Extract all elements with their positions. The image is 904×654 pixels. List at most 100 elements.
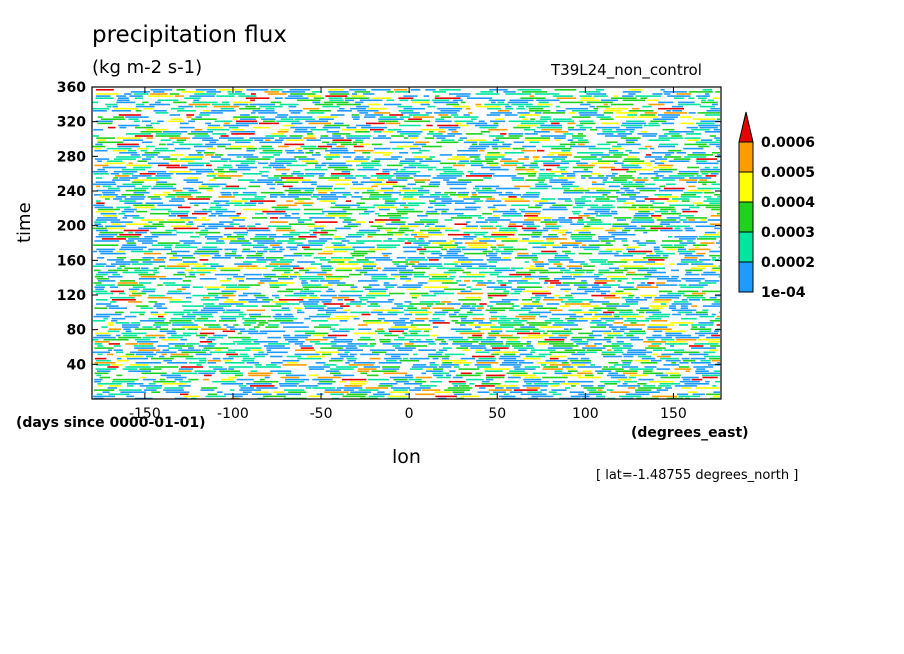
precip-streak [96, 299, 108, 301]
precip-streak [335, 269, 352, 272]
precip-streak [224, 359, 232, 362]
precip-streak [141, 372, 167, 375]
precip-streak [477, 366, 492, 368]
precip-streak [179, 126, 195, 129]
precip-streak [583, 225, 591, 228]
precip-streak [221, 194, 232, 196]
precip-streak [625, 139, 638, 141]
precip-streak [297, 357, 322, 360]
precip-streak [645, 240, 656, 242]
precip-streak [493, 175, 517, 177]
precip-streak [645, 263, 665, 265]
precip-streak [181, 91, 204, 93]
precip-streak [662, 177, 685, 179]
precip-streak [501, 158, 512, 160]
precip-streak [535, 299, 540, 301]
precip-streak [631, 221, 655, 223]
precip-streak [284, 143, 305, 146]
precip-streak [559, 242, 582, 244]
precip-streak [635, 389, 652, 391]
precip-streak [249, 315, 271, 318]
precip-streak [340, 355, 355, 358]
precip-streak [626, 317, 636, 320]
precip-streak [199, 278, 217, 280]
precip-streak [294, 156, 307, 158]
precip-streak [297, 200, 304, 202]
precip-streak [309, 233, 317, 236]
precip-streak [649, 380, 674, 383]
precip-streak [128, 370, 151, 372]
precip-streak [612, 173, 618, 175]
precip-streak [489, 273, 499, 276]
precip-streak [413, 242, 431, 244]
precip-streak [664, 349, 684, 351]
precip-streak [679, 252, 693, 255]
precip-streak [464, 242, 488, 244]
precip-streak [205, 236, 223, 238]
precip-streak [146, 387, 162, 389]
precip-streak [93, 395, 116, 398]
precip-streak [572, 206, 583, 209]
precip-streak [514, 290, 522, 293]
precip-streak [214, 168, 224, 171]
precip-streak [170, 353, 189, 356]
precip-streak [265, 135, 287, 137]
precip-streak [184, 269, 194, 272]
precip-streak [283, 336, 308, 339]
precip-streak [705, 380, 710, 383]
precip-streak [209, 141, 217, 144]
precip-streak [488, 334, 513, 337]
precip-streak [415, 376, 432, 379]
precip-streak [647, 271, 666, 274]
precip-streak [512, 374, 536, 377]
precip-streak [674, 244, 687, 246]
precip-streak [242, 191, 257, 194]
precip-streak [596, 189, 620, 192]
precip-streak [531, 395, 554, 398]
precip-streak [343, 156, 352, 158]
precip-streak [558, 177, 575, 179]
precip-streak [698, 236, 720, 238]
precip-streak [201, 223, 224, 225]
precip-streak [305, 332, 329, 335]
precip-streak [558, 154, 572, 156]
precip-streak [498, 357, 517, 360]
precip-streak [639, 173, 658, 175]
precip-streak [202, 110, 210, 112]
precip-streak [459, 385, 470, 387]
precip-streak [685, 313, 708, 316]
precip-streak [393, 263, 399, 265]
precip-streak [433, 292, 454, 295]
precip-streak [409, 389, 421, 391]
precip-streak [191, 118, 217, 120]
precip-streak [632, 107, 640, 110]
precip-streak [500, 133, 507, 135]
precip-streak [679, 219, 687, 221]
precip-streak [279, 103, 299, 106]
precip-streak [490, 307, 514, 309]
precip-streak [521, 227, 537, 230]
precip-streak [371, 185, 378, 188]
precip-streak [137, 160, 147, 162]
precip-streak [305, 267, 317, 270]
precip-streak [496, 280, 503, 282]
precip-streak [564, 349, 586, 351]
precip-streak [650, 227, 673, 230]
precip-streak [125, 366, 151, 368]
precip-streak [220, 158, 231, 160]
precip-streak [615, 370, 638, 372]
precip-streak [293, 252, 314, 255]
precip-streak [696, 368, 706, 370]
precip-streak [475, 326, 481, 328]
precip-streak [95, 292, 114, 295]
precip-streak [356, 305, 361, 307]
precip-streak [414, 380, 427, 383]
precip-streak [340, 143, 357, 146]
precip-streak [643, 370, 653, 372]
precip-streak [607, 349, 612, 351]
precip-streak [489, 311, 498, 314]
precip-streak [536, 307, 557, 309]
precip-streak [601, 368, 624, 370]
y-tick-label: 280 [57, 149, 86, 165]
chart-title: precipitation flux [92, 22, 287, 48]
